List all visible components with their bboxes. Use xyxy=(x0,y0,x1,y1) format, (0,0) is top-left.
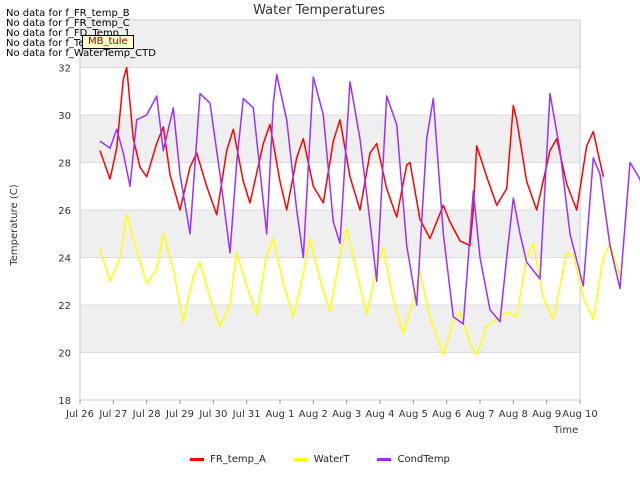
nodata-message: No data for f_WaterTemp_CTD xyxy=(6,48,156,59)
legend-label: CondTemp xyxy=(397,454,450,465)
nodata-message: No data for f_Temp_Inlet xyxy=(6,38,128,49)
y-ticks: 18 20 22 24 26 28 30 32 xyxy=(58,64,71,408)
x-tick-label: Jul 26 xyxy=(65,409,94,420)
site-badge: MB_tule xyxy=(82,35,134,49)
x-ticks: Jul 26 Jul 27 Jul 28 Jul 29 Jul 30 Jul 31 Aug … xyxy=(65,400,598,420)
legend-label: WaterT xyxy=(313,454,350,465)
x-tick-label: Aug 7 xyxy=(465,409,494,420)
series-line-0 xyxy=(99,66,605,247)
y-tick-label: 30 xyxy=(58,111,71,122)
nodata-message: No data for f_FD_Temp_1 xyxy=(6,28,131,39)
x-tick-label: Aug 1 xyxy=(265,409,294,420)
legend-swatch xyxy=(377,458,392,461)
x-tick-label: Aug 10 xyxy=(562,409,597,420)
x-tick-label: Jul 27 xyxy=(98,409,127,420)
x-tick-label: Aug 5 xyxy=(399,409,428,420)
series-line-2 xyxy=(99,73,640,325)
y-tick-label: 22 xyxy=(58,301,71,312)
x-axis-label: Time xyxy=(553,425,578,436)
x-tick-label: Aug 2 xyxy=(299,409,328,420)
y-tick-label: 28 xyxy=(58,159,71,170)
plot-band xyxy=(80,305,580,353)
y-tick-label: 20 xyxy=(58,349,71,360)
x-tick-label: Aug 4 xyxy=(365,409,394,420)
legend-swatch xyxy=(190,458,205,461)
legend: FR_temp_A WaterT CondTemp xyxy=(0,454,640,465)
legend-item-fr-temp-a: FR_temp_A xyxy=(190,454,266,465)
legend-item-watert: WaterT xyxy=(293,454,350,465)
y-axis-label: Temperature (C) xyxy=(9,184,20,266)
chart-title: Water Temperatures xyxy=(253,3,385,18)
x-tick-label: Aug 6 xyxy=(432,409,461,420)
x-tick-label: Jul 29 xyxy=(165,409,194,420)
plot-frame xyxy=(79,19,581,401)
plot-band xyxy=(80,115,580,163)
x-tick-label: Jul 28 xyxy=(132,409,161,420)
plot-band xyxy=(80,20,580,68)
y-tick-label: 18 xyxy=(58,396,71,407)
x-tick-label: Aug 3 xyxy=(332,409,361,420)
legend-item-condtemp: CondTemp xyxy=(377,454,450,465)
series-line-1 xyxy=(99,213,621,356)
x-tick-label: Aug 9 xyxy=(532,409,561,420)
y-tick-label: 26 xyxy=(58,206,71,217)
legend-label: FR_temp_A xyxy=(210,454,266,465)
plot-band xyxy=(80,210,580,258)
y-tick-label: 24 xyxy=(58,254,71,265)
plot-bands xyxy=(80,20,580,353)
x-tick-label: Jul 30 xyxy=(198,409,227,420)
x-tick-label: Aug 8 xyxy=(499,409,528,420)
x-tick-label: Jul 31 xyxy=(232,409,261,420)
nodata-message: No data for f_FR_temp_C xyxy=(6,18,130,29)
y-tick-label: 32 xyxy=(58,64,71,75)
series-lines xyxy=(99,66,640,356)
nodata-message: No data for f_FR_temp_B xyxy=(6,8,130,19)
legend-swatch xyxy=(293,458,308,461)
